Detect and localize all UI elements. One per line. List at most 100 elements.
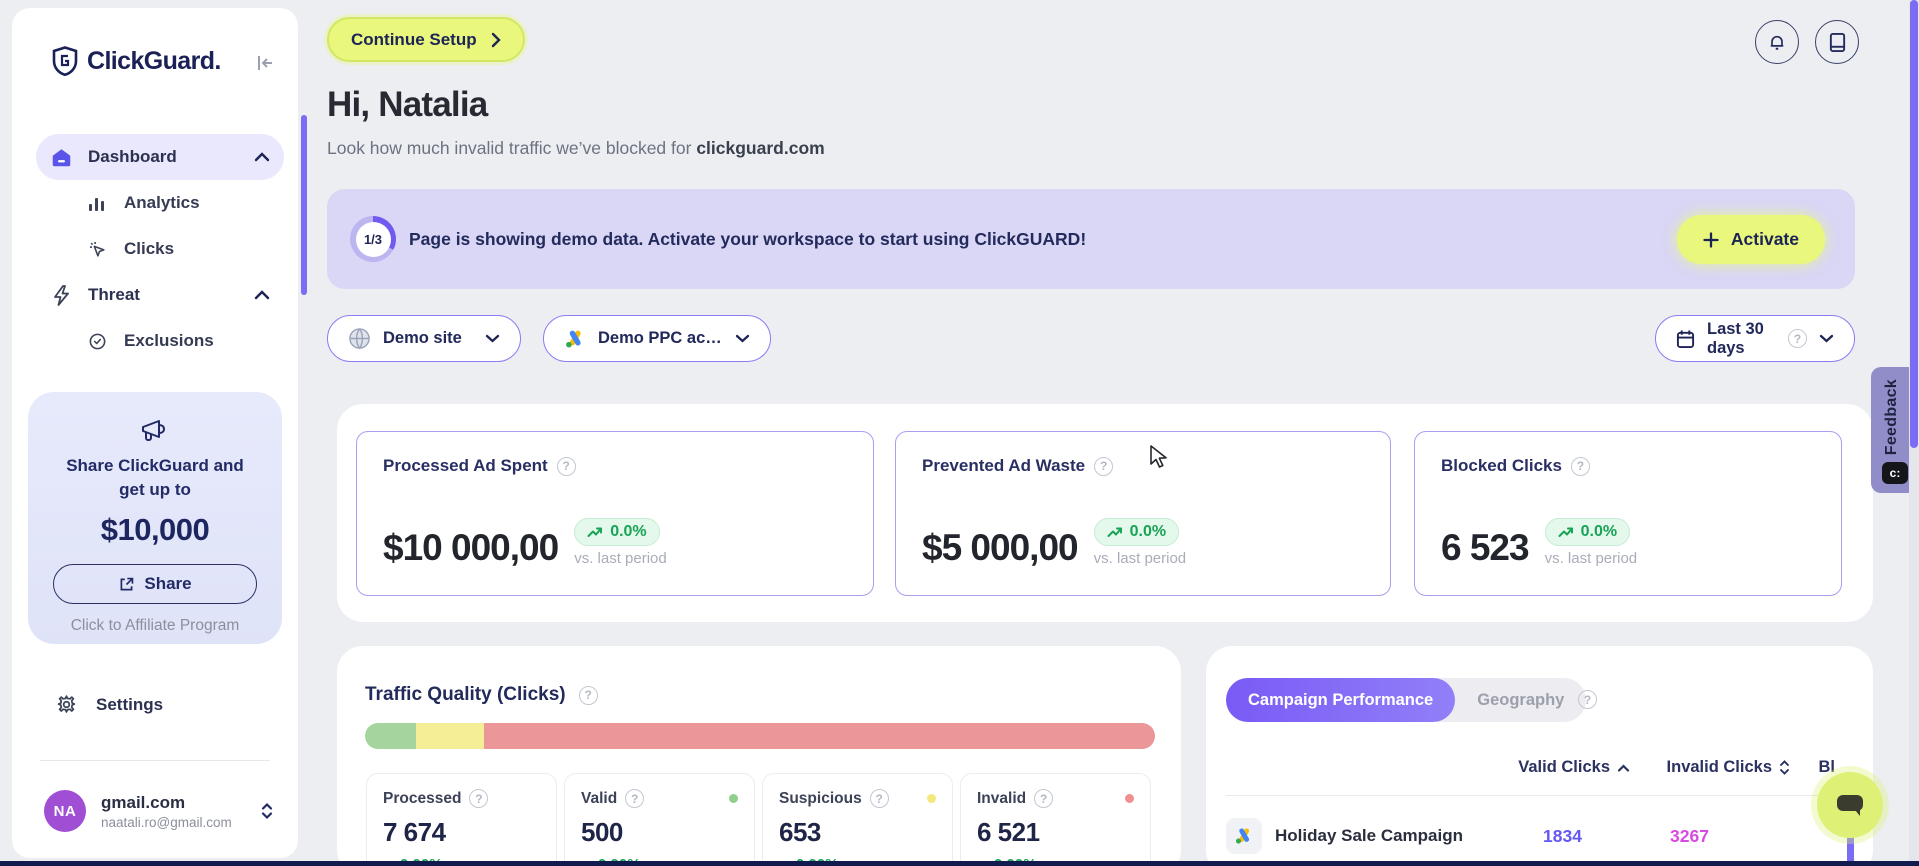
site-selector-value: Demo site	[383, 329, 462, 347]
tab-campaign-performance[interactable]: Campaign Performance	[1226, 678, 1456, 722]
globe-icon	[348, 327, 371, 350]
megaphone-icon	[139, 416, 171, 444]
invalid-clicks-value: 3267	[1670, 825, 1709, 846]
scrollbar-thumb[interactable]	[1910, 0, 1918, 448]
account-switcher[interactable]: NA gmail.com naatali.ro@gmail.com	[44, 790, 274, 832]
sidebar-item-analytics[interactable]: Analytics	[36, 180, 284, 226]
trend-up-icon	[1558, 527, 1573, 537]
metric-card-invalid: Invalid? 6 521 0.00%	[960, 773, 1151, 866]
metric-value: 6 521	[977, 817, 1040, 847]
sidebar-item-label: Dashboard	[88, 147, 177, 166]
home-icon	[50, 147, 72, 168]
continue-setup-label: Continue Setup	[351, 29, 477, 49]
avatar: NA	[44, 790, 86, 832]
campaign-name: Holiday Sale Campaign	[1275, 826, 1463, 845]
sidebar-item-threat[interactable]: Threat	[36, 272, 284, 318]
ppc-account-selector[interactable]: Demo PPC ac…	[543, 315, 771, 362]
sidebar-item-exclusions[interactable]: Exclusions	[36, 318, 284, 364]
site-selector[interactable]: Demo site	[327, 315, 521, 362]
sidebar-item-settings[interactable]: Settings	[56, 694, 163, 715]
delta-caption: vs. last period	[1544, 550, 1638, 567]
sidebar-item-dashboard[interactable]: Dashboard	[36, 134, 284, 180]
docs-button[interactable]	[1815, 20, 1859, 64]
stat-value: $5 000,00	[922, 527, 1079, 568]
question-icon[interactable]: ?	[1034, 789, 1054, 808]
ppc-account-value: Demo PPC ac…	[598, 329, 722, 347]
metric-value: 653	[779, 817, 821, 847]
delta-caption: vs. last period	[1093, 550, 1187, 567]
table-row[interactable]: Holiday Sale Campaign 1834 3267	[1226, 808, 1842, 864]
stat-title: Processed Ad Spent ?	[383, 456, 847, 476]
stat-card-processed-ad-spent: Processed Ad Spent ? $10 000,00 0.0% vs.…	[356, 431, 874, 596]
question-icon[interactable]: ?	[1578, 690, 1597, 709]
question-icon[interactable]: ?	[1570, 456, 1590, 476]
delta-caption: vs. last period	[574, 550, 667, 567]
setup-progress-ring: 1/3	[350, 216, 396, 262]
traffic-quality-bar	[365, 723, 1155, 749]
bar-segment-invalid	[484, 723, 1155, 749]
metric-card-valid: Valid? 500 0.00%	[564, 773, 755, 866]
page-scrollbar[interactable]	[1909, 0, 1919, 866]
bar-segment-valid	[365, 723, 416, 749]
promo-caption: Click to Affiliate Program	[70, 617, 240, 634]
lightning-icon	[50, 284, 72, 306]
campaign-panel: Campaign Performance Geography ? Valid C…	[1206, 646, 1873, 866]
chevron-up-down-icon	[260, 802, 274, 820]
tab-geography[interactable]: Geography	[1477, 690, 1565, 709]
book-icon	[1828, 32, 1847, 53]
google-ads-icon	[564, 329, 586, 349]
chevron-down-icon	[735, 334, 750, 343]
sidebar: ClickGuard. Dashboard	[12, 8, 307, 858]
question-icon[interactable]: ?	[869, 789, 889, 808]
traffic-quality-title: Traffic Quality (Clicks) ?	[365, 684, 598, 706]
chevron-down-icon	[1819, 334, 1834, 343]
table-divider	[1226, 795, 1842, 796]
continue-setup-button[interactable]: Continue Setup	[327, 17, 525, 62]
trend-up-icon	[1107, 527, 1122, 537]
delta-badge: 0.0%	[1544, 518, 1631, 546]
main-content: Continue Setup Hi, Natalia Look how much…	[327, 0, 1873, 866]
clickguard-logo[interactable]: ClickGuard.	[52, 46, 221, 76]
chevron-down-icon	[485, 334, 500, 343]
column-invalid-clicks[interactable]: Invalid Clicks	[1667, 758, 1790, 777]
question-icon[interactable]: ?	[578, 685, 598, 705]
demo-data-banner: 1/3 Page is showing demo data. Activate …	[327, 189, 1855, 289]
notifications-button[interactable]	[1755, 20, 1799, 64]
traffic-metric-cards: Processed? 7 674 0.00% Valid? 500 0.00% …	[366, 773, 1152, 866]
affiliate-promo-card[interactable]: Share ClickGuard and get up to $10,000 S…	[28, 392, 282, 644]
sidebar-scrollbar[interactable]	[301, 115, 307, 295]
calendar-icon	[1676, 329, 1695, 349]
feedback-label: Feedback	[1883, 379, 1900, 456]
chevron-up-icon	[254, 290, 270, 300]
setup-progress-label: 1/3	[355, 221, 391, 257]
page-subtitle: Look how much invalid traffic we’ve bloc…	[327, 138, 825, 158]
chevron-up-icon	[254, 152, 270, 162]
date-range-selector[interactable]: Last 30 days ?	[1655, 315, 1855, 362]
metric-value: 500	[581, 817, 623, 847]
arrow-right-icon	[491, 32, 501, 48]
sidebar-divider	[40, 760, 270, 761]
delta-badge: 0.0%	[574, 518, 660, 546]
bar-segment-suspicious	[415, 723, 485, 749]
bottom-edge-strip	[0, 861, 1919, 866]
question-icon[interactable]: ?	[556, 456, 576, 476]
share-button[interactable]: Share	[53, 564, 257, 604]
question-icon[interactable]: ?	[469, 789, 489, 808]
account-name: gmail.com	[101, 792, 186, 812]
delta-badge: 0.0%	[1093, 518, 1180, 546]
activate-button[interactable]: Activate	[1676, 215, 1825, 264]
sidebar-collapse-icon[interactable]	[254, 52, 276, 74]
chat-launcher-button[interactable]	[1817, 772, 1883, 838]
external-link-icon	[118, 576, 135, 593]
column-valid-clicks[interactable]: Valid Clicks	[1518, 758, 1630, 777]
sort-asc-icon	[1617, 763, 1630, 772]
column-blocked-truncated[interactable]: Bl	[1818, 758, 1836, 776]
question-icon[interactable]: ?	[1094, 456, 1114, 476]
account-meta: gmail.com naatali.ro@gmail.com	[101, 793, 232, 830]
question-icon[interactable]: ?	[625, 789, 645, 808]
shield-logo-icon	[52, 46, 78, 76]
sidebar-item-clicks[interactable]: Clicks	[36, 226, 284, 272]
stat-card-blocked-clicks: Blocked Clicks ? 6 523 0.0% vs. last per…	[1414, 431, 1842, 596]
suspicious-dot	[927, 794, 936, 803]
stat-title: Prevented Ad Waste ?	[922, 456, 1364, 476]
